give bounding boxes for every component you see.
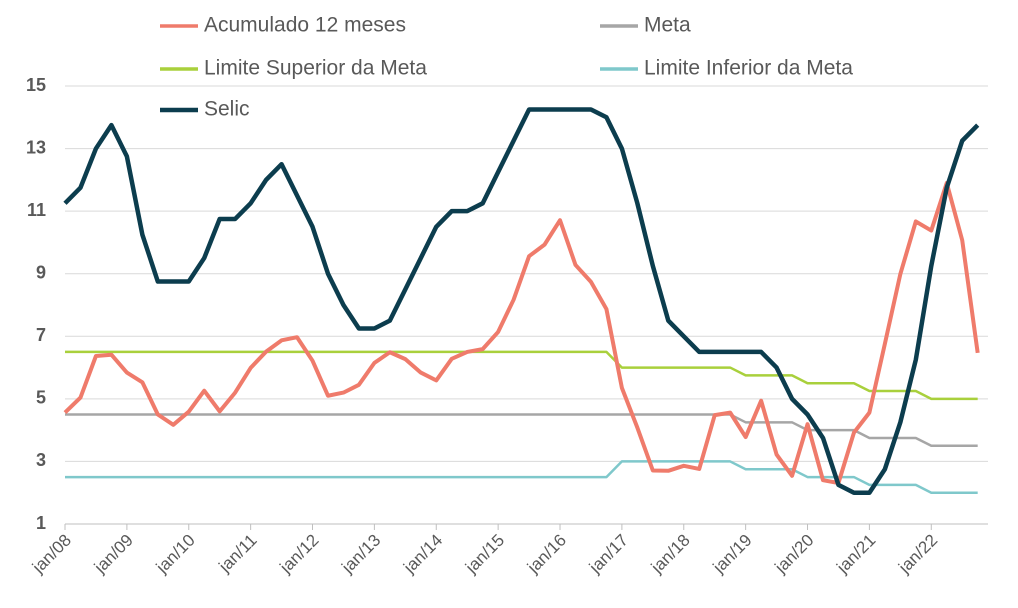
series-line [65, 413, 978, 448]
y-tick-label: 1 [36, 513, 46, 533]
legend-item: Limite Superior da Meta [160, 57, 427, 80]
x-tick-label: jan/11 [215, 531, 261, 577]
x-tick-label: jan/21 [833, 531, 880, 578]
y-tick-label: 9 [36, 262, 46, 282]
legend-label: Meta [644, 14, 691, 37]
legend-item: Meta [600, 14, 691, 37]
x-tick-label: jan/17 [585, 531, 632, 578]
x-tick-label: jan/10 [152, 531, 199, 578]
y-tick-label: 11 [27, 200, 46, 220]
y-tick-label: 15 [26, 75, 46, 95]
legend-item: Limite Inferior da Meta [600, 57, 853, 80]
legend-label: Selic [204, 98, 250, 121]
x-tick-label: jan/20 [771, 531, 818, 578]
series-line [65, 460, 978, 494]
x-tick-label: jan/09 [90, 531, 137, 578]
x-tick-label: jan/14 [399, 531, 446, 578]
series-line [63, 180, 980, 486]
legend-label: Limite Inferior da Meta [644, 57, 853, 80]
legend-label: Acumulado 12 meses [204, 14, 406, 37]
legend-item: Acumulado 12 meses [160, 14, 406, 37]
x-tick-label: jan/15 [461, 531, 508, 578]
x-tick-label: jan/22 [894, 531, 941, 578]
y-tick-label: 13 [26, 137, 46, 157]
x-tick-label: jan/08 [28, 531, 75, 578]
legend-label: Limite Superior da Meta [204, 57, 427, 80]
y-tick-label: 3 [36, 450, 46, 470]
x-tick-label: jan/16 [523, 531, 570, 578]
x-tick-label: jan/18 [647, 531, 694, 578]
y-tick-label: 5 [36, 388, 46, 408]
y-tick-label: 7 [36, 325, 46, 345]
x-tick-label: jan/19 [709, 531, 756, 578]
legend-item: Selic [160, 98, 250, 121]
series-line [63, 107, 980, 495]
x-tick-label: jan/12 [276, 531, 323, 578]
x-tick-label: jan/13 [337, 531, 384, 578]
series-line [65, 350, 978, 401]
